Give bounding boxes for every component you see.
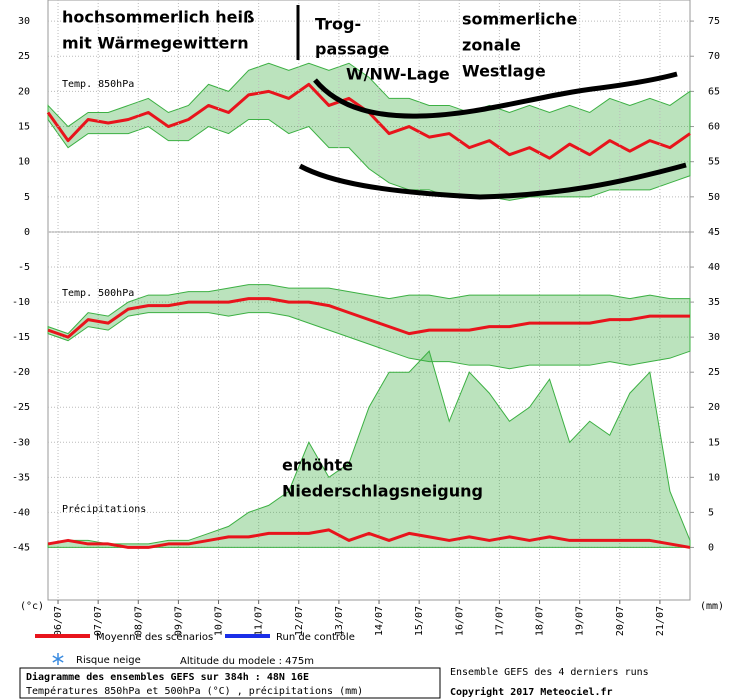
x-tick-label: 12/07 [294, 606, 305, 636]
annotation: sommerliche [462, 10, 577, 29]
y-tick-label: -20 [12, 367, 30, 378]
x-tick-label: 11/07 [254, 606, 265, 636]
y2-tick-label: 15 [708, 437, 720, 448]
y2-tick-label: 55 [708, 157, 720, 168]
panel-label: Temp. 500hPa [62, 288, 134, 299]
y2-tick-label: 25 [708, 367, 720, 378]
x-tick-label: 14/07 [374, 606, 385, 636]
y2-tick-label: 10 [708, 472, 720, 483]
y2-tick-label: 35 [708, 297, 720, 308]
y2-tick-label: 65 [708, 86, 720, 97]
footer-copyright: Copyright 2017 Meteociel.fr [450, 686, 613, 698]
annotation: hochsommerlich heiß [62, 8, 255, 27]
x-tick-label: 09/07 [173, 606, 184, 636]
y-tick-label: 5 [24, 192, 30, 203]
y-tick-label: 20 [18, 86, 30, 97]
annotation: W/NW-Lage [346, 65, 450, 84]
y2-tick-label: 70 [708, 51, 720, 62]
annotation: Trog- [315, 15, 361, 34]
ensemble-spread [47, 350, 691, 548]
y-tick-label: 15 [18, 122, 30, 133]
annotation: Niederschlagsneigung [282, 482, 483, 501]
y-tick-label: -15 [12, 332, 30, 343]
annotation: Westlage [462, 62, 546, 81]
y-tick-label: -25 [12, 402, 30, 413]
y-tick-label: -10 [12, 297, 30, 308]
legend-label: Run de contrôle [276, 631, 355, 643]
y-tick-label: -5 [18, 262, 30, 273]
y2-tick-label: 30 [708, 332, 720, 343]
y2-tick-label: 75 [708, 16, 720, 27]
mean-line [47, 528, 691, 549]
x-tick-label: 13/07 [334, 606, 345, 636]
unit-label: (°c) [20, 601, 44, 612]
x-tick-label: 20/07 [615, 606, 626, 636]
annotation: mit Wärmegewittern [62, 34, 249, 53]
y-tick-label: -30 [12, 437, 30, 448]
annotation: passage [315, 40, 390, 59]
panel-label: Temp. 850hPa [62, 79, 134, 90]
ensemble-spread [47, 62, 691, 201]
mean-line [47, 297, 690, 339]
plots: 051015202530505560657075-5-10-15-20-25-3… [12, 0, 720, 636]
legend-label: Altitude du modele : 475m [180, 656, 314, 667]
y-tick-label: 10 [18, 157, 30, 168]
footer-title: Diagramme des ensembles GEFS sur 384h : … [26, 671, 309, 683]
x-tick-label: 21/07 [655, 606, 666, 636]
y-tick-label: -45 [12, 542, 30, 553]
plot-frame [47, 0, 691, 601]
x-tick-label: 08/07 [133, 606, 144, 636]
annotation: zonale [462, 36, 521, 55]
y2-tick-label: 60 [708, 122, 720, 133]
y-tick-label: 0 [24, 227, 30, 238]
footer-subtitle: Températures 850hPa et 500hPa (°C) , pré… [26, 685, 363, 697]
y-tick-label: 30 [18, 16, 30, 27]
upper-envelope-stroke [313, 71, 678, 119]
x-tick-label: 06/07 [53, 606, 64, 636]
panel-label: Précipitations [62, 503, 146, 515]
x-tick-label: 07/07 [93, 606, 104, 636]
y2-tick-label: 0 [708, 542, 714, 553]
y2-tick-label: 20 [708, 402, 720, 413]
legend-label: Moyenne des scénarios [96, 631, 213, 643]
x-tick-label: 15/07 [414, 606, 425, 636]
lower-envelope-stroke [298, 162, 687, 200]
y2-tick-label: 45 [708, 227, 720, 238]
unit-label: (mm) [700, 601, 724, 612]
x-tick-label: 18/07 [535, 606, 546, 636]
y2-tick-label: 50 [708, 192, 720, 203]
y2-tick-label: 5 [708, 507, 714, 518]
x-tick-label: 16/07 [454, 606, 465, 636]
annotation: erhöhte [282, 456, 353, 475]
ensemble-spread [47, 284, 691, 370]
y-tick-label: -40 [12, 507, 30, 518]
footer-runs: Ensemble GEFS des 4 derniers runs [450, 667, 649, 678]
y-tick-label: 25 [18, 51, 30, 62]
x-tick-label: 19/07 [575, 606, 586, 636]
footer-box [19, 667, 441, 699]
legend-label: Risque neige [76, 655, 141, 666]
y2-tick-label: 40 [708, 262, 720, 273]
x-tick-label: 10/07 [214, 606, 225, 636]
y-tick-label: -35 [12, 472, 30, 483]
snow-icon [52, 653, 64, 665]
x-tick-label: 17/07 [494, 606, 505, 636]
